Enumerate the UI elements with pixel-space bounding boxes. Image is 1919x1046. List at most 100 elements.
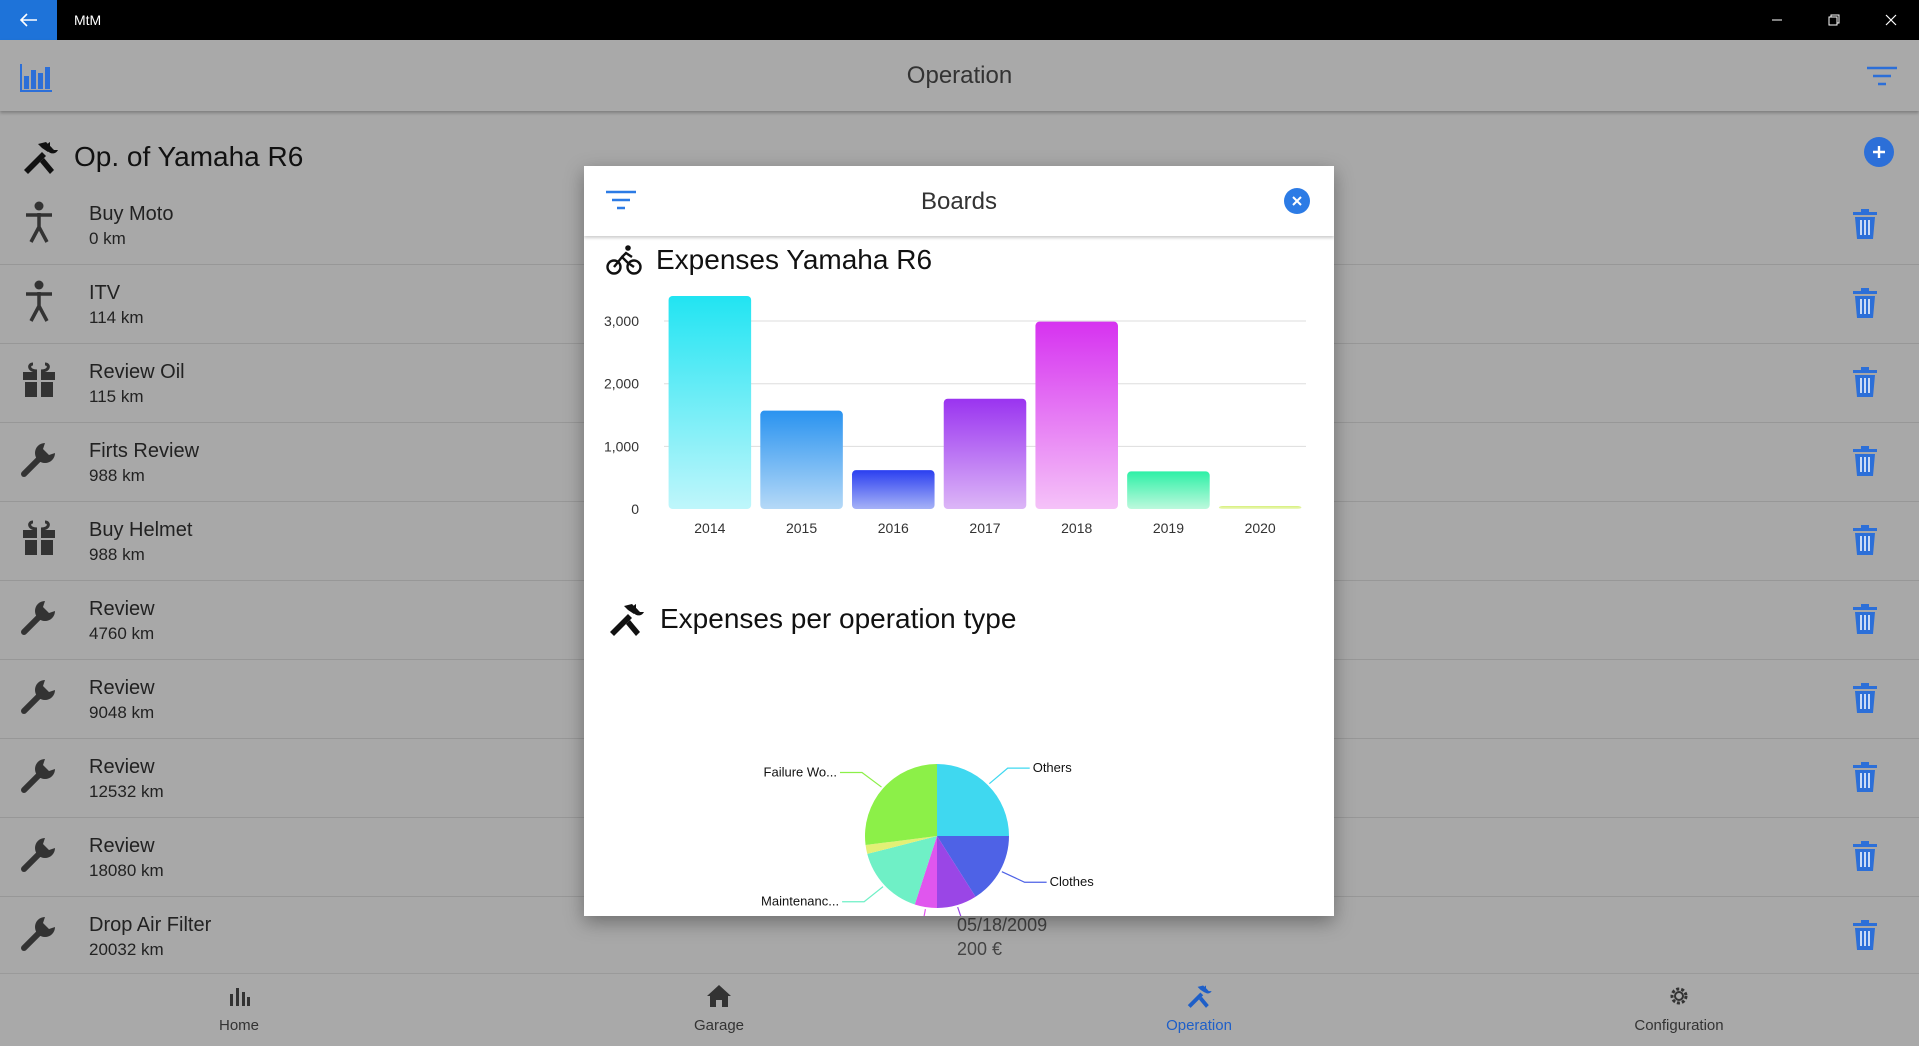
pie-leader-line	[957, 906, 962, 916]
expenses-pie-chart: OthersClothesSpare part...AccesoriesMain…	[761, 760, 1095, 916]
stats-button[interactable]	[20, 64, 52, 97]
plus-icon	[1873, 146, 1885, 158]
pie-slice[interactable]	[867, 836, 937, 905]
pie-leader-line	[923, 908, 927, 916]
tools-icon	[610, 604, 644, 636]
pie-slice[interactable]	[865, 764, 937, 846]
filter-icon	[1867, 66, 1897, 86]
person-icon	[20, 199, 58, 245]
operation-name: Review Oil	[89, 361, 185, 383]
wrench-icon	[20, 673, 58, 719]
pie-slice[interactable]	[937, 764, 1009, 836]
nav-configuration[interactable]: Configuration	[1529, 984, 1829, 1034]
operation-km: 988 km	[89, 545, 145, 564]
pie-label: Clothes	[1050, 874, 1095, 889]
nav-operation[interactable]: Operation	[1049, 984, 1349, 1034]
pie-slice[interactable]	[937, 836, 1009, 897]
pie-slice[interactable]	[914, 836, 937, 908]
operation-km: 9048 km	[89, 703, 155, 722]
operation-km: 0 km	[89, 229, 126, 248]
dialog-close-button[interactable]	[1284, 188, 1310, 214]
filter-button[interactable]	[1867, 66, 1897, 91]
y-tick-label: 0	[631, 501, 639, 517]
pie-slice[interactable]	[865, 836, 937, 854]
bar-2017[interactable]	[943, 398, 1027, 509]
window-titlebar: MtM	[0, 0, 1919, 40]
trash-icon	[1853, 920, 1877, 950]
trash-icon	[1853, 683, 1877, 713]
operation-date: 05/18/2009	[957, 915, 1048, 935]
bar-chart-title: Expenses Yamaha R6	[656, 244, 933, 275]
delete-operation-button[interactable]	[1853, 525, 1877, 560]
arrow-left-icon	[19, 13, 37, 27]
delete-operation-button[interactable]	[1853, 762, 1877, 797]
delete-operation-button[interactable]	[1853, 841, 1877, 876]
back-button[interactable]	[0, 0, 57, 40]
operation-name: Drop Air Filter	[89, 914, 212, 936]
add-operation-button[interactable]	[1864, 137, 1894, 167]
tools-icon	[24, 142, 58, 174]
close-icon	[1292, 196, 1302, 206]
operation-km: 114 km	[89, 308, 144, 327]
delete-operation-button[interactable]	[1853, 604, 1877, 639]
bar-chart-icon	[20, 64, 52, 92]
x-tick-label: 2019	[1153, 520, 1184, 536]
pie-slice[interactable]	[937, 836, 976, 908]
delete-operation-button[interactable]	[1853, 367, 1877, 402]
operation-name: Review	[89, 835, 155, 857]
bar-2018[interactable]	[1035, 321, 1118, 509]
pie-label: Maintenanc...	[761, 894, 839, 909]
bicycle-icon	[606, 245, 642, 275]
y-tick-label: 2,000	[604, 376, 639, 392]
operation-name: Review	[89, 756, 155, 778]
bar-2014[interactable]	[668, 296, 752, 509]
pie-leader-line	[1001, 871, 1047, 883]
minimize-button[interactable]	[1748, 0, 1805, 40]
y-tick-label: 1,000	[604, 438, 639, 454]
operation-km: 12532 km	[89, 782, 164, 801]
pie-chart-title: Expenses per operation type	[660, 603, 1017, 634]
operation-name: ITV	[89, 282, 121, 304]
dialog-filter-button[interactable]	[606, 190, 636, 215]
expenses-bar-chart: 0 1,000 2,000 3,000 2014 2015 2016 2017 2018 2019…	[604, 296, 1306, 536]
close-window-button[interactable]	[1862, 0, 1919, 40]
bar-2015[interactable]	[760, 410, 843, 509]
x-tick-label: 2016	[878, 520, 909, 536]
restore-button[interactable]	[1805, 0, 1862, 40]
nav-home[interactable]: Home	[89, 984, 389, 1034]
trash-icon	[1853, 446, 1877, 476]
gift-icon	[20, 515, 58, 561]
person-icon	[20, 278, 58, 324]
x-tick-label: 2017	[969, 520, 1000, 536]
trash-icon	[1853, 209, 1877, 239]
delete-operation-button[interactable]	[1853, 683, 1877, 718]
pie-leader-line	[988, 767, 1030, 785]
delete-operation-button[interactable]	[1853, 209, 1877, 244]
dialog-title: Boards	[920, 188, 998, 215]
x-tick-label: 2018	[1061, 520, 1092, 536]
operation-name: Review	[89, 677, 155, 699]
delete-operation-button[interactable]	[1853, 920, 1877, 955]
trash-icon	[1853, 841, 1877, 871]
bar-2019[interactable]	[1127, 471, 1210, 509]
operation-price: 200 €	[957, 939, 1003, 959]
operation-name: Firts Review	[89, 440, 200, 462]
nav-garage[interactable]: Garage	[569, 984, 869, 1034]
delete-operation-button[interactable]	[1853, 288, 1877, 323]
delete-operation-button[interactable]	[1853, 446, 1877, 481]
wrench-icon	[20, 594, 58, 640]
bar-chart-icon	[230, 988, 250, 1006]
operation-km: 115 km	[89, 387, 144, 406]
operation-km: 988 km	[89, 466, 145, 485]
trash-icon	[1853, 288, 1877, 318]
pie-leader-line	[842, 886, 884, 903]
pie-label: Others	[1033, 760, 1073, 775]
bar-2016[interactable]	[852, 470, 935, 509]
pie-label: Failure Wo...	[764, 765, 837, 780]
section-header: Op. of Yamaha R6	[20, 137, 303, 177]
bar-2020[interactable]	[1218, 506, 1302, 509]
app-bar: Operation	[0, 40, 1919, 111]
trash-icon	[1853, 604, 1877, 634]
bottom-navigation: Home Garage Operation Configuration	[0, 973, 1919, 1046]
nav-home-label: Home	[218, 1017, 259, 1034]
